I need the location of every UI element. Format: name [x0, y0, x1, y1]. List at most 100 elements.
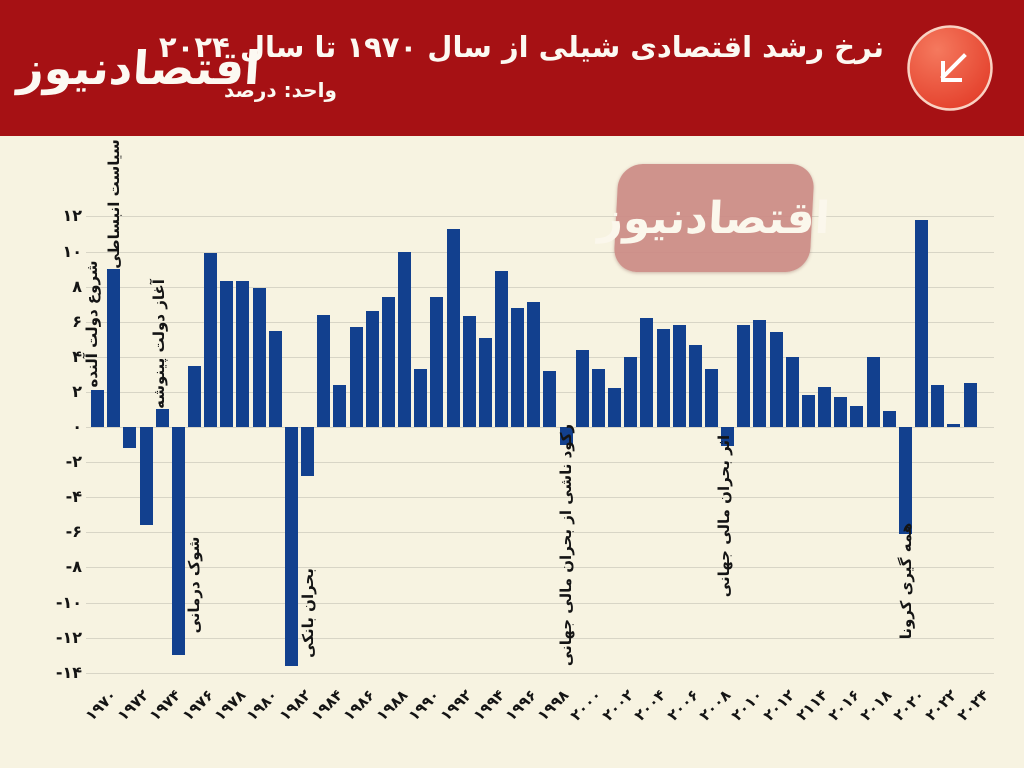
bar-1970 [91, 390, 104, 427]
bar-1988 [381, 297, 395, 427]
bar-1992 [446, 228, 460, 427]
x-axis-label-2022: ۲۰۲۲ [921, 686, 961, 725]
x-axis-label-2014: ۲۱۱۴ [792, 686, 832, 725]
gridline--6 [86, 532, 994, 534]
x-axis-label-2024: ۲۰۲۴ [954, 686, 993, 725]
x-axis-label-1990: ۱۹۹۰ [404, 686, 444, 725]
y-axis-label-12: ۱۲ [62, 206, 82, 226]
bar-2019 [882, 411, 896, 427]
bar-1984 [317, 314, 331, 427]
bar-1974 [155, 409, 169, 427]
y-axis-label-0: ۰ [72, 417, 82, 436]
bar-2024 [963, 383, 977, 427]
bar-2012 [769, 332, 783, 427]
x-axis-label-1980: ۱۹۸۰ [243, 686, 282, 725]
bar-2021 [915, 219, 928, 427]
y-axis-label-8: ۸ [72, 276, 82, 296]
bar-2014 [801, 395, 815, 427]
x-axis-label-2010: ۲۰۱۰ [727, 686, 767, 725]
x-axis-label-1992: ۱۹۹۲ [437, 686, 476, 725]
y-axis-label-4: ۴ [72, 346, 82, 366]
bar-2009 [721, 427, 735, 447]
event-annotation-3: شوک درمانی [185, 536, 203, 634]
trend-down-left-arrow-icon [907, 25, 993, 111]
x-axis-label-2018: ۲۰۱۸ [857, 686, 896, 725]
gridline-8 [86, 286, 994, 288]
gridline--14 [86, 672, 994, 674]
y-axis-label--6: -۶ [65, 522, 82, 542]
bar-1996 [511, 307, 525, 427]
bar-2018 [866, 356, 880, 427]
y-axis-label--4: -۴ [65, 487, 82, 507]
y-axis-label--2: -۲ [65, 452, 82, 472]
x-axis-label-1998: ۱۹۹۸ [533, 686, 573, 725]
bar-1981 [268, 330, 282, 427]
y-axis-label-10: ۱۰ [62, 241, 82, 261]
y-axis-label-6: ۶ [72, 311, 82, 331]
gridline-0 [86, 427, 994, 428]
x-axis-label-1970: ۱۹۷۰ [81, 686, 121, 725]
event-annotation-6: اثر بحران مالی جهانی [715, 434, 733, 598]
bar-2022 [931, 384, 945, 427]
bar-2004 [640, 318, 654, 427]
watermark-text: اقتصادنیوز [596, 192, 832, 244]
x-axis-label-1996: ۱۹۹۶ [501, 686, 541, 725]
event-annotation-5: رکود ناشی از بحران مالی جهانی [557, 423, 575, 667]
x-axis-label-2012: ۲۰۱۲ [760, 686, 799, 725]
event-annotation-4: بحران بانکی [299, 568, 317, 658]
x-axis-label-1982: ۱۹۸۲ [275, 686, 315, 725]
bar-2011 [753, 319, 767, 427]
gridline--12 [86, 637, 994, 639]
bar-1999 [559, 427, 573, 445]
bar-1982 [284, 427, 298, 666]
x-axis-label-1972: ۱۹۷۲ [113, 686, 153, 725]
y-axis-label--10: -۱۰ [55, 592, 82, 612]
chart-title: نرخ رشد اقتصادی شیلی از سال ۱۹۷۰ تا سال … [158, 30, 884, 64]
header-band: اقتصادنیوز نرخ رشد اقتصادی شیلی از سال ۱… [0, 0, 1024, 136]
y-axis-label--12: -۱۲ [55, 627, 82, 647]
bar-2023 [947, 423, 961, 427]
bar-2001 [591, 369, 605, 427]
x-axis-label-2000: ۲۰۰۰ [566, 686, 605, 725]
bar-1991 [430, 297, 444, 427]
x-axis-label-2004: ۲۰۰۴ [630, 686, 670, 725]
bar-2002 [608, 388, 621, 427]
bar-2008 [705, 369, 718, 427]
bar-2006 [672, 325, 686, 427]
gridline-10 [86, 251, 994, 253]
bar-2020 [898, 427, 912, 535]
bar-1995 [494, 270, 508, 427]
x-axis-label-1988: ۱۹۸۸ [372, 686, 412, 725]
x-axis-label-2002: ۲۰۰۲ [598, 686, 638, 725]
bar-1976 [187, 365, 201, 427]
bar-2010 [737, 325, 751, 427]
bar-2017 [850, 405, 864, 427]
x-axis-label-1986: ۱۹۸۶ [340, 686, 379, 725]
event-annotation-1: شروع دولت آلنده [83, 260, 101, 388]
x-axis-label-2006: ۲۰۰۶ [663, 686, 702, 725]
bar-1979 [236, 281, 250, 427]
bar-1987 [365, 311, 379, 427]
bar-1993 [462, 316, 476, 427]
x-axis-label-1984: ۱۹۸۴ [307, 686, 347, 725]
gridline--4 [86, 497, 994, 499]
bar-1978 [220, 281, 234, 427]
bar-1983 [301, 427, 314, 477]
bar-1972 [123, 427, 137, 449]
y-axis-label--14: -۱۴ [55, 662, 82, 682]
x-axis-label-1978: ۱۹۷۸ [210, 686, 250, 725]
x-axis-label-2020: ۲۰۲۰ [889, 686, 929, 725]
bar-2005 [656, 328, 670, 427]
bar-2003 [624, 356, 638, 427]
x-axis-label-1994: ۱۹۹۴ [469, 686, 509, 725]
bar-2007 [688, 344, 702, 427]
bar-1977 [204, 253, 218, 427]
x-axis-label-2008: ۲۰۰۸ [695, 686, 735, 725]
x-axis-label-1976: ۱۹۷۶ [178, 686, 218, 725]
event-annotation-0: سیاست انبساطی [105, 139, 123, 269]
bar-1980 [252, 288, 266, 427]
bar-1971 [107, 269, 121, 427]
event-annotation-7: همه گیری کرونا [897, 522, 915, 640]
